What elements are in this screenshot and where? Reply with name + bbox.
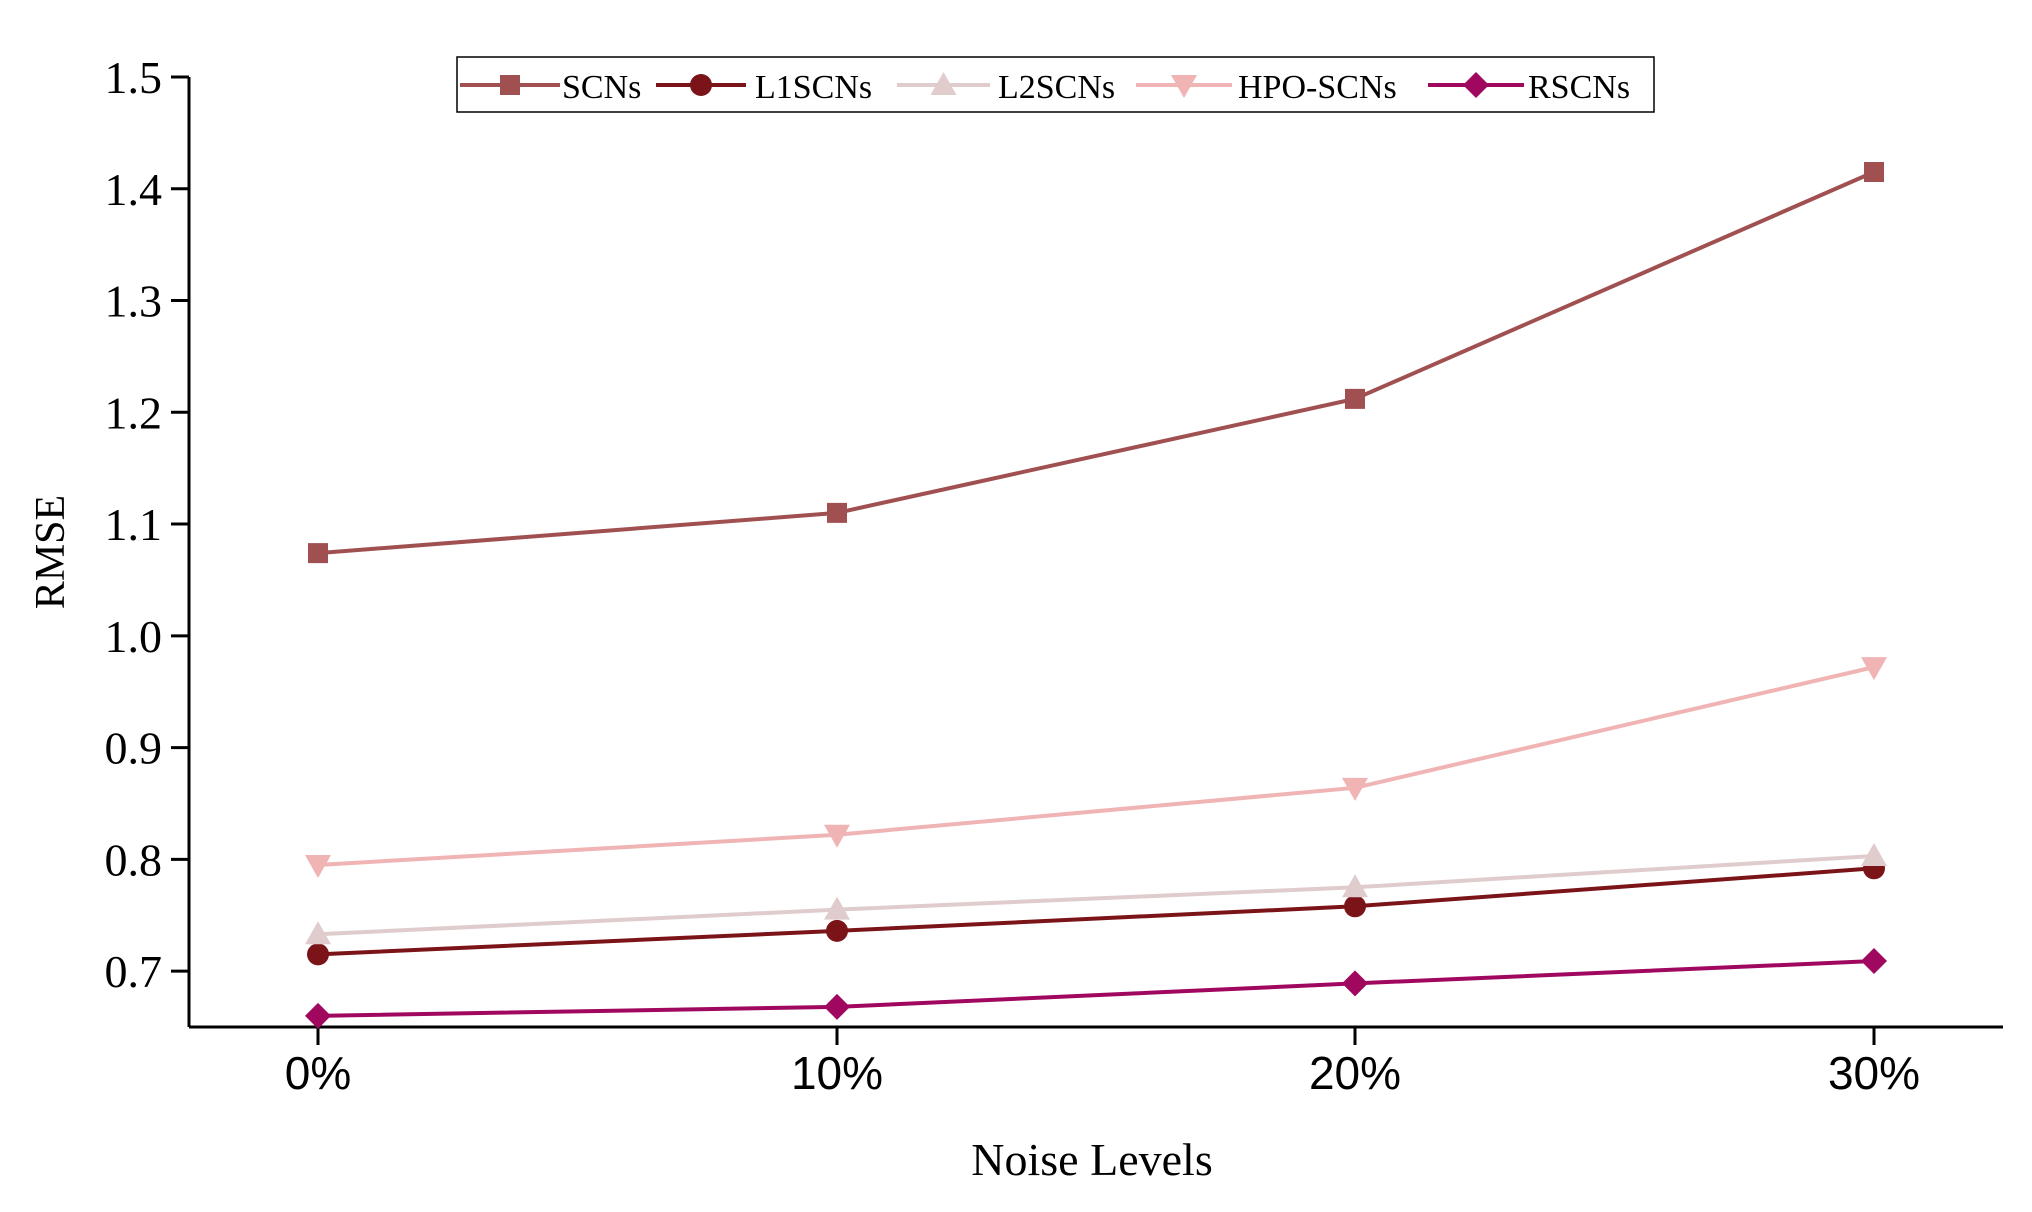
series-hpo-scns — [305, 657, 1887, 878]
data-point — [1342, 874, 1368, 898]
data-point — [305, 854, 331, 878]
legend-label: RSCNs — [1528, 69, 1630, 106]
data-point — [1344, 895, 1366, 918]
y-tick-label: 1.4 — [105, 164, 163, 215]
legend-item-l1scns: L1SCNs — [656, 69, 872, 106]
y-tick-label: 1.1 — [105, 499, 163, 550]
legend-item-rscns: RSCNs — [1428, 69, 1630, 106]
data-point — [1345, 388, 1365, 409]
y-tick-label: 0.7 — [105, 946, 163, 997]
legend-swatch-marker — [1171, 75, 1197, 98]
series-l2scns — [305, 843, 1887, 945]
legend-item-hpo-scns: HPO-SCNs — [1136, 69, 1397, 106]
legend-label: L1SCNs — [755, 69, 872, 106]
x-tick-label: 20% — [1309, 1047, 1401, 1099]
x-tick-label: 30% — [1828, 1047, 1920, 1099]
series-line — [317, 170, 1875, 556]
y-tick-label: 1.3 — [105, 276, 163, 327]
legend-item-l2scns: L2SCNs — [897, 69, 1115, 106]
x-tick-label: 10% — [791, 1047, 883, 1099]
x-tick-label: 0% — [285, 1047, 351, 1099]
legend-label: HPO-SCNs — [1238, 69, 1397, 106]
series-rscns — [305, 948, 1887, 1029]
series-line — [317, 854, 1875, 937]
y-tick-label: 1.0 — [105, 611, 163, 662]
legend-label: L2SCNs — [998, 69, 1115, 106]
series-scns — [308, 162, 1884, 564]
data-point — [1864, 162, 1884, 182]
series-line — [317, 959, 1875, 1018]
series-line — [317, 665, 1875, 867]
axes — [187, 77, 2003, 1029]
data-point — [305, 1002, 331, 1029]
data-point — [824, 993, 850, 1020]
y-ticks: 0.7 0.8 0.9 1.0 1.1 1.2 1.3 1.4 1.5 — [105, 52, 189, 997]
legend-label: SCNs — [562, 69, 641, 106]
y-tick-label: 1.2 — [105, 387, 163, 438]
legend-item-scns: SCNs — [460, 69, 641, 106]
data-point — [1861, 843, 1887, 866]
legend-swatch-marker — [1463, 72, 1489, 98]
y-axis-label: RMSE — [28, 495, 74, 609]
series-layer — [305, 162, 1887, 1029]
x-ticks: 0% 10% 20% 30% — [285, 1027, 1920, 1099]
data-point — [1861, 948, 1887, 975]
data-point — [1342, 777, 1368, 801]
data-point — [827, 502, 847, 523]
data-point — [1342, 970, 1368, 997]
y-tick-label: 0.8 — [105, 834, 163, 885]
legend-swatch-marker — [690, 74, 712, 96]
legend-swatch-marker — [930, 72, 957, 95]
data-point — [826, 919, 848, 942]
y-tick-label: 1.5 — [105, 52, 163, 103]
data-point — [308, 543, 328, 564]
series-line — [317, 866, 1875, 957]
data-point — [824, 896, 850, 920]
y-tick-label: 0.9 — [105, 723, 163, 774]
data-point — [305, 921, 331, 945]
x-axis-label: Noise Levels — [971, 1134, 1212, 1185]
data-point — [824, 824, 850, 848]
data-point — [1861, 657, 1887, 681]
data-point — [307, 943, 329, 966]
legend-swatch-marker — [500, 75, 520, 95]
legend: SCNs L1SCNs L2SCNs HPO-SCNs RSCNs — [456, 56, 1655, 113]
